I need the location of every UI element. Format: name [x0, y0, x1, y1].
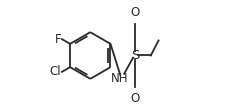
- Text: O: O: [131, 6, 140, 19]
- Text: Cl: Cl: [50, 65, 61, 78]
- Text: NH: NH: [111, 72, 128, 85]
- Text: F: F: [55, 33, 61, 46]
- Text: S: S: [131, 49, 140, 62]
- Text: O: O: [131, 92, 140, 105]
